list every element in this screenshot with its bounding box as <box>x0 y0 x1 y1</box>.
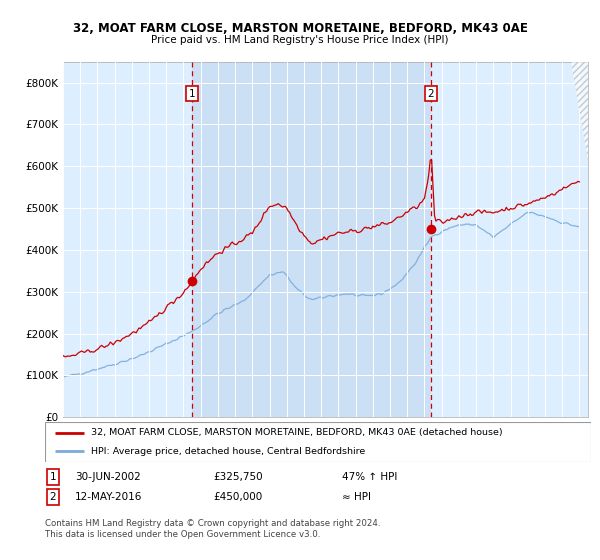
Text: 30-JUN-2002: 30-JUN-2002 <box>75 472 141 482</box>
Text: £450,000: £450,000 <box>213 492 262 502</box>
Text: 12-MAY-2016: 12-MAY-2016 <box>75 492 142 502</box>
Text: 1: 1 <box>189 88 196 99</box>
Text: 47% ↑ HPI: 47% ↑ HPI <box>342 472 397 482</box>
Bar <box>192 62 431 417</box>
Text: £325,750: £325,750 <box>213 472 263 482</box>
Polygon shape <box>571 62 588 161</box>
Text: 2: 2 <box>49 492 56 502</box>
Text: Price paid vs. HM Land Registry's House Price Index (HPI): Price paid vs. HM Land Registry's House … <box>151 35 449 45</box>
Text: 32, MOAT FARM CLOSE, MARSTON MORETAINE, BEDFORD, MK43 0AE (detached house): 32, MOAT FARM CLOSE, MARSTON MORETAINE, … <box>91 428 503 437</box>
FancyBboxPatch shape <box>45 422 591 462</box>
Text: 2: 2 <box>428 88 434 99</box>
Text: Contains HM Land Registry data © Crown copyright and database right 2024.
This d: Contains HM Land Registry data © Crown c… <box>45 519 380 539</box>
Text: 32, MOAT FARM CLOSE, MARSTON MORETAINE, BEDFORD, MK43 0AE: 32, MOAT FARM CLOSE, MARSTON MORETAINE, … <box>73 22 527 35</box>
Text: ≈ HPI: ≈ HPI <box>342 492 371 502</box>
Text: HPI: Average price, detached house, Central Bedfordshire: HPI: Average price, detached house, Cent… <box>91 447 365 456</box>
Text: 1: 1 <box>49 472 56 482</box>
